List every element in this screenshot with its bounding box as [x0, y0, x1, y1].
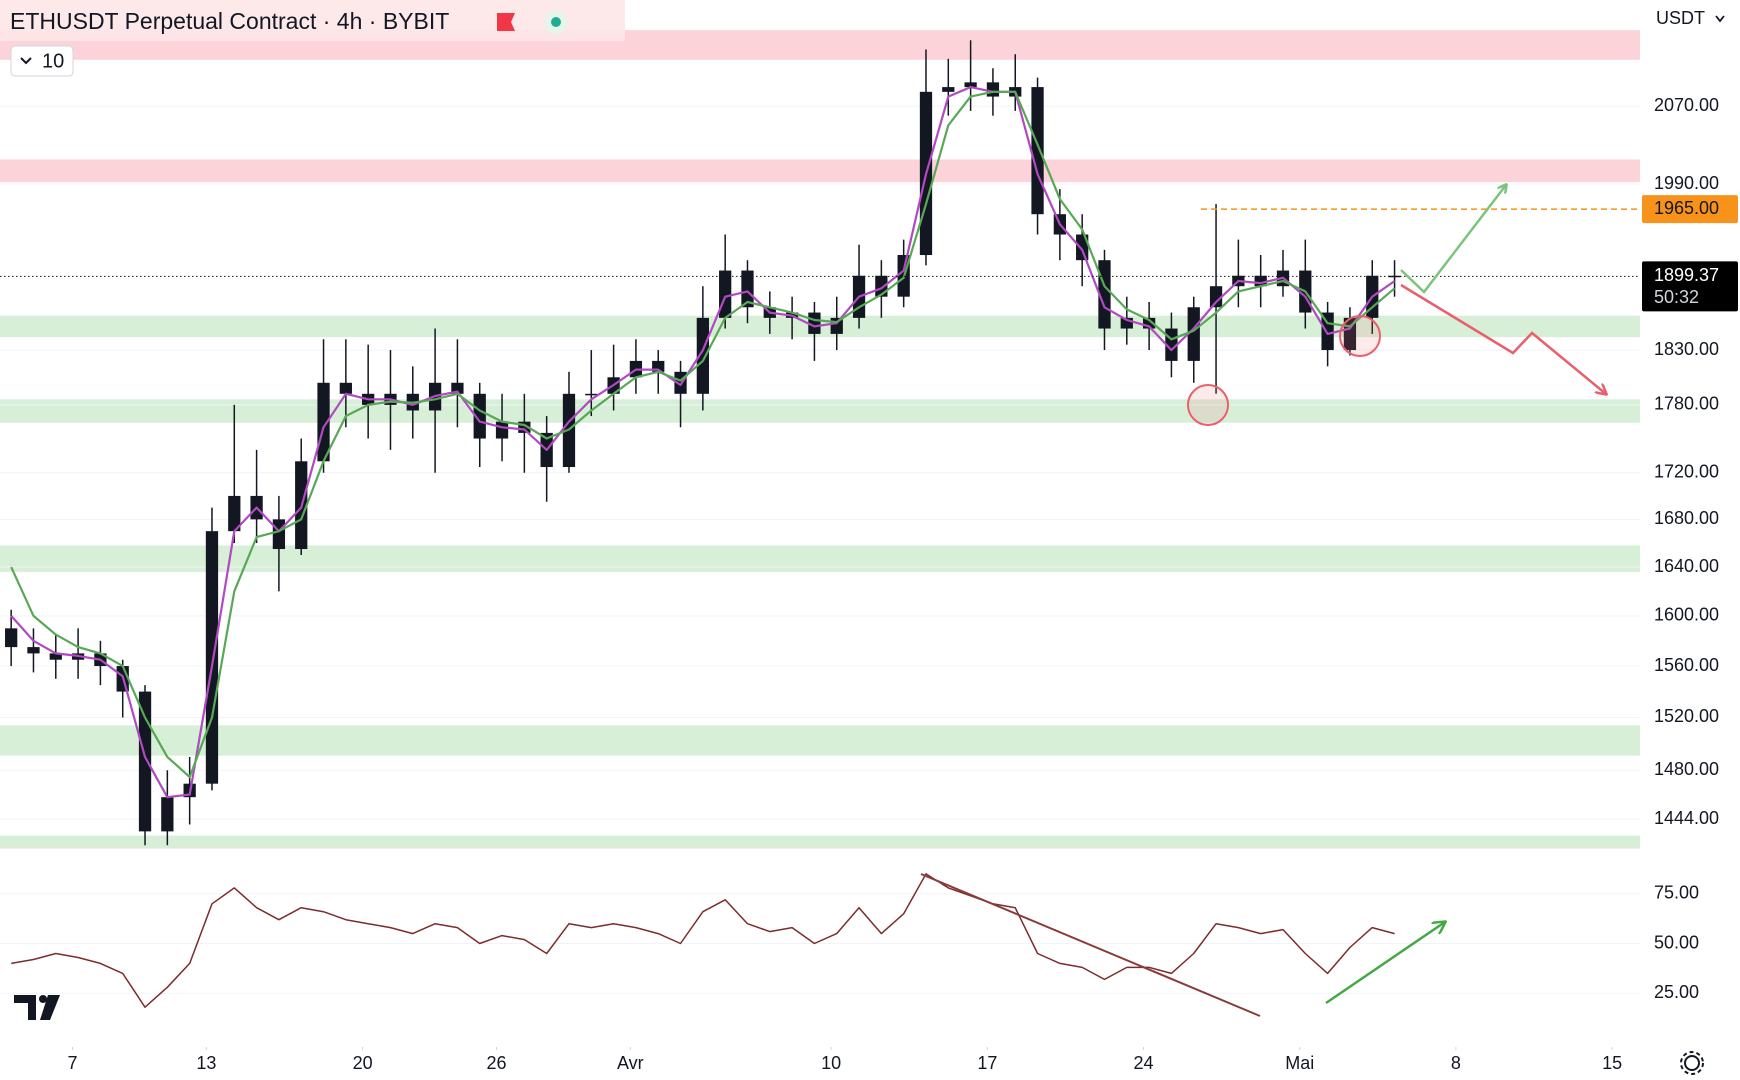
candle-body	[1142, 317, 1156, 329]
candle-body	[719, 270, 732, 318]
y-tick-label: 1780.00	[1654, 394, 1719, 414]
highlight-circle	[1187, 384, 1229, 426]
candle-body	[518, 421, 531, 433]
moving-average	[10, 86, 1396, 799]
candle-body	[1187, 307, 1200, 361]
zones	[0, 30, 1640, 848]
x-tick-label: 17	[977, 1053, 997, 1073]
alert-label: 1965.00	[1654, 198, 1719, 218]
alert-label-bg	[1642, 195, 1738, 224]
y-tick-label: 1640.00	[1654, 556, 1719, 576]
currency-caret	[1715, 15, 1725, 23]
countdown-label: 50:32	[1654, 287, 1699, 307]
x-tick-label: Mai	[1285, 1053, 1314, 1073]
candle-body	[473, 393, 486, 439]
zone	[0, 159, 1640, 183]
candle-body	[205, 531, 219, 784]
y-tick-label: 2070.00	[1654, 95, 1719, 115]
x-tick-label: 10	[821, 1053, 841, 1073]
candle-body	[1321, 312, 1334, 351]
y-tick-label: 1720.00	[1654, 462, 1719, 482]
candle-body	[942, 87, 955, 92]
candle-body	[161, 797, 174, 832]
x-tick-label: 8	[1451, 1053, 1461, 1073]
moving-average	[10, 90, 1396, 779]
candle-body	[228, 495, 241, 532]
interval-chip[interactable]	[10, 45, 74, 77]
drawings	[920, 185, 1606, 1017]
zone	[0, 725, 1640, 756]
zone	[0, 545, 1640, 572]
y-tick-label: 1680.00	[1654, 508, 1719, 528]
candle-body	[1031, 87, 1044, 215]
zone	[0, 835, 1640, 848]
candle-body	[339, 382, 352, 394]
currency-label[interactable]: USDT	[1656, 8, 1705, 28]
grid	[0, 105, 1640, 1050]
y-tick-label: 1520.00	[1654, 706, 1719, 726]
bullish-arrow	[1400, 185, 1506, 294]
title-background	[0, 0, 625, 41]
axis-labels: 2070.00 1990.00 1830.00 1780.00 1720.00 1680.…	[68, 95, 1738, 1073]
settings-icon[interactable]	[1680, 1051, 1704, 1075]
candle-body	[652, 360, 665, 372]
status-dot	[551, 17, 561, 27]
candle-body	[1254, 275, 1267, 287]
last-price-label: 1899.37	[1654, 265, 1719, 285]
y-tick-label: 1830.00	[1654, 339, 1719, 359]
interval-chip-label: 10	[42, 50, 64, 72]
header: ETHUSDT Perpetual Contract · 4h · BYBIT …	[0, 0, 1725, 77]
candle-body	[585, 393, 598, 396]
candle-body	[1120, 317, 1133, 329]
highlight-circle	[1339, 315, 1381, 357]
candle-body	[138, 691, 152, 832]
chevron-icon	[20, 57, 32, 65]
y-tick-label: 1560.00	[1654, 655, 1719, 675]
y-tick-label: 1480.00	[1654, 759, 1719, 779]
candle-body	[741, 270, 754, 308]
bearish-arrow	[1400, 283, 1606, 394]
x-tick-label: Avr	[617, 1053, 644, 1073]
y-tick-label: 75.00	[1654, 883, 1699, 903]
flag-icon	[497, 13, 515, 31]
last-price-bg	[1642, 261, 1738, 312]
candle-body	[272, 519, 286, 550]
candle-body	[1388, 275, 1401, 278]
candle-body	[5, 628, 18, 648]
tradingview-logo	[14, 995, 60, 1020]
x-tick-label: 15	[1602, 1053, 1622, 1073]
candle-body	[49, 653, 62, 660]
x-tick-label: 7	[68, 1053, 78, 1073]
y-tick-label: 1600.00	[1654, 605, 1719, 625]
x-tick-label: 24	[1134, 1053, 1154, 1073]
zone	[0, 399, 1640, 423]
x-tick-label: 26	[486, 1053, 506, 1073]
x-tick-label: 20	[353, 1053, 373, 1073]
rsi-line	[11, 873, 1395, 1008]
candle-body	[451, 382, 464, 394]
x-tick-label: 13	[196, 1053, 216, 1073]
rsi-arrow	[1325, 922, 1445, 1005]
y-tick-label: 1990.00	[1654, 173, 1719, 193]
rsi-trendline	[920, 873, 1261, 1017]
marks	[0, 40, 1640, 1008]
y-tick-label: 1444.00	[1654, 808, 1719, 828]
candle-body	[27, 647, 40, 654]
candle-body	[986, 82, 1000, 97]
candle-body	[495, 421, 509, 439]
y-tick-label: 25.00	[1654, 982, 1699, 1002]
y-tick-label: 50.00	[1654, 932, 1699, 952]
chart-title: ETHUSDT Perpetual Contract · 4h · BYBIT	[10, 8, 449, 34]
candle-body	[1209, 286, 1223, 308]
candle-body	[1076, 234, 1089, 261]
candle-body	[696, 317, 709, 394]
candle-body	[964, 82, 977, 88]
